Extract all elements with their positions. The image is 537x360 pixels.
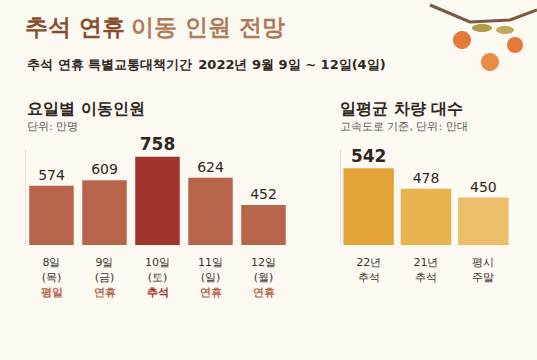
svg-text:478: 478	[413, 170, 440, 186]
svg-text:542: 542	[351, 146, 387, 166]
svg-text:(월): (월)	[254, 271, 274, 284]
svg-text:9일: 9일	[96, 256, 114, 269]
svg-text:(금): (금)	[95, 271, 115, 284]
svg-text:평시: 평시	[472, 256, 494, 269]
svg-text:이동 인원 전망: 이동 인원 전망	[131, 14, 285, 40]
svg-text:758: 758	[140, 134, 176, 154]
svg-text:21년: 21년	[414, 256, 439, 269]
svg-text:추석: 추석	[415, 271, 437, 284]
svg-text:평일: 평일	[41, 286, 63, 299]
svg-text:연휴: 연휴	[94, 286, 116, 299]
svg-text:단위: 만명: 단위: 만명	[27, 120, 78, 133]
svg-text:고속도로 기준, 단위: 만대: 고속도로 기준, 단위: 만대	[340, 120, 468, 133]
svg-text:연휴: 연휴	[200, 286, 222, 299]
svg-text:추석 연휴 특별교통대책기간: 추석 연휴 특별교통대책기간	[27, 57, 192, 72]
svg-text:450: 450	[470, 179, 497, 195]
svg-text:주말: 주말	[472, 271, 494, 284]
svg-text:추석: 추석	[147, 286, 169, 299]
svg-text:452: 452	[250, 186, 277, 202]
svg-text:(일): (일)	[201, 271, 221, 284]
svg-text:12일: 12일	[251, 256, 276, 269]
svg-text:(토): (토)	[148, 271, 168, 284]
svg-text:연휴: 연휴	[253, 286, 275, 299]
svg-text:22년: 22년	[356, 256, 381, 269]
svg-text:(목): (목)	[42, 271, 62, 284]
svg-text:11일: 11일	[198, 256, 223, 269]
svg-text:2022년 9월 9일 ~ 12일(4일): 2022년 9월 9일 ~ 12일(4일)	[198, 57, 385, 72]
svg-text:624: 624	[197, 159, 224, 175]
svg-text:일평균 차량 대수: 일평균 차량 대수	[340, 99, 463, 118]
svg-text:609: 609	[91, 161, 118, 177]
svg-text:요일별 이동인원: 요일별 이동인원	[27, 99, 145, 118]
svg-text:10일: 10일	[145, 256, 170, 269]
svg-text:추석: 추석	[358, 271, 380, 284]
svg-text:574: 574	[38, 167, 65, 183]
svg-text:추석 연휴: 추석 연휴	[25, 14, 125, 40]
svg-text:8일: 8일	[43, 256, 61, 269]
